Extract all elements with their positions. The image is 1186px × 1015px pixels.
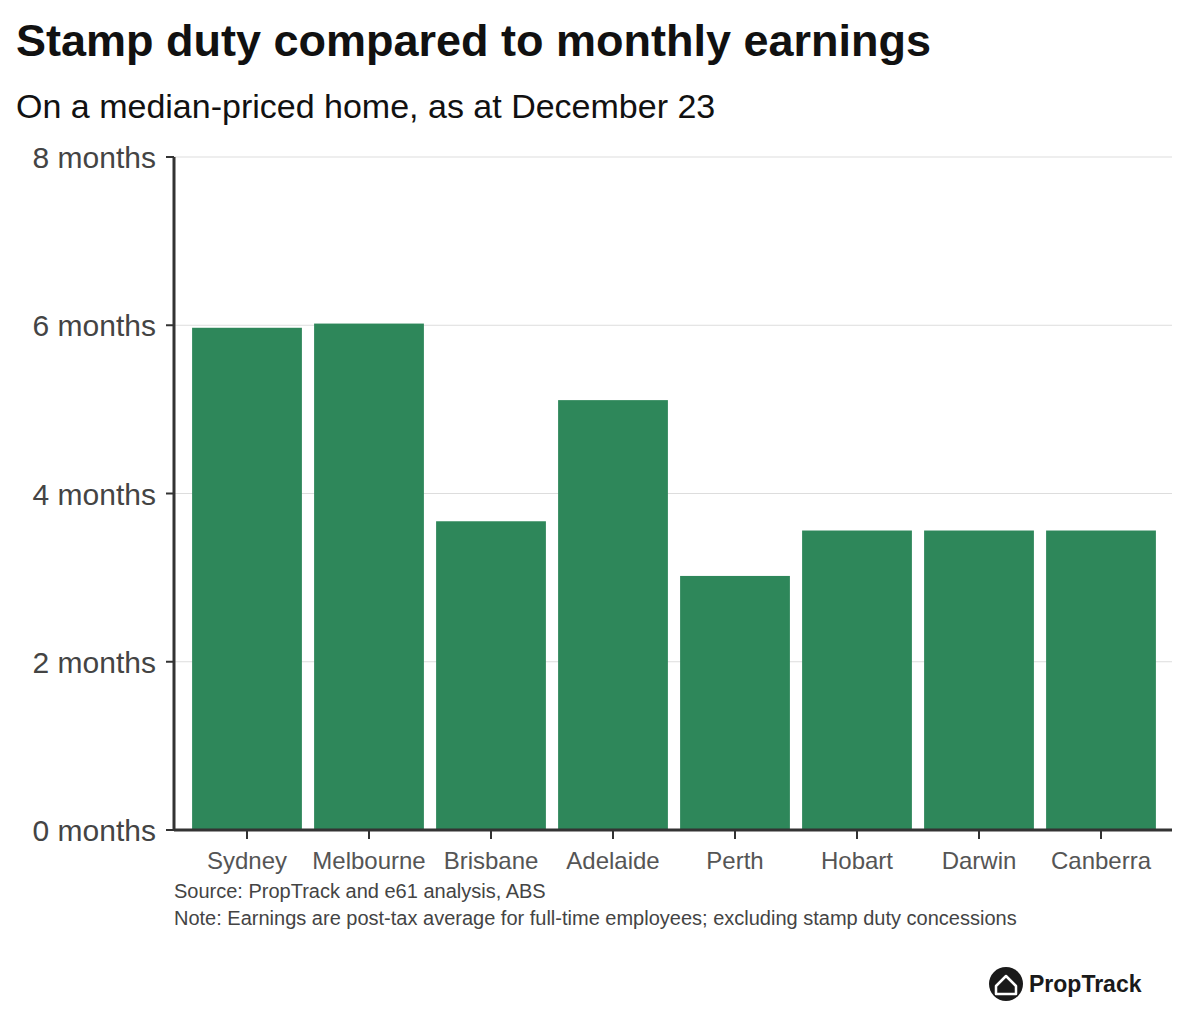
logo: PropTrack bbox=[989, 967, 1142, 1001]
x-tick-label: Canberra bbox=[1051, 847, 1152, 874]
bar bbox=[680, 576, 790, 830]
bar bbox=[558, 400, 668, 830]
chart-svg: Stamp duty compared to monthly earnings O… bbox=[0, 0, 1186, 1015]
y-tick-label: 8 months bbox=[33, 141, 156, 174]
bar bbox=[802, 531, 912, 830]
grid bbox=[174, 157, 1172, 830]
x-tick-label: Brisbane bbox=[444, 847, 539, 874]
x-tick bbox=[612, 830, 614, 839]
brand: PropTrack bbox=[1029, 971, 1142, 997]
x-tick bbox=[1100, 830, 1102, 839]
x-tick bbox=[490, 830, 492, 839]
logo-house bbox=[996, 976, 1016, 994]
y-tick-label: 2 months bbox=[33, 646, 156, 679]
bars bbox=[192, 324, 1156, 830]
source: Source: PropTrack and e61 analysis, ABS bbox=[174, 880, 546, 902]
x-tick bbox=[368, 830, 370, 839]
bar bbox=[924, 531, 1034, 830]
y-axis bbox=[173, 157, 176, 830]
x-tick-label: Perth bbox=[706, 847, 763, 874]
note: Note: Earnings are post-tax average for … bbox=[174, 907, 1017, 929]
x-tick-label: Hobart bbox=[821, 847, 893, 874]
y-tick-label: 4 months bbox=[33, 478, 156, 511]
x-tick bbox=[734, 830, 736, 839]
grid-line bbox=[174, 157, 1172, 158]
x-tick bbox=[246, 830, 248, 839]
x-tick bbox=[856, 830, 858, 839]
chart-container: Stamp duty compared to monthly earnings O… bbox=[0, 0, 1186, 1015]
bar bbox=[1046, 531, 1156, 830]
bar bbox=[192, 328, 302, 830]
y-tick-label: 0 months bbox=[33, 814, 156, 847]
grid-line bbox=[174, 830, 1172, 831]
x-tick-label: Darwin bbox=[942, 847, 1017, 874]
x-tick-label: Adelaide bbox=[566, 847, 659, 874]
bar bbox=[436, 521, 546, 830]
x-tick bbox=[978, 830, 980, 839]
bar bbox=[314, 324, 424, 830]
title: Stamp duty compared to monthly earnings bbox=[16, 15, 931, 66]
subtitle: On a median-priced home, as at December … bbox=[16, 87, 715, 125]
x-tick-label: Sydney bbox=[207, 847, 287, 874]
x-tick-label: Melbourne bbox=[312, 847, 425, 874]
logo-icon bbox=[989, 967, 1023, 1001]
y-tick-label: 6 months bbox=[33, 309, 156, 342]
x-axis bbox=[174, 829, 1172, 832]
